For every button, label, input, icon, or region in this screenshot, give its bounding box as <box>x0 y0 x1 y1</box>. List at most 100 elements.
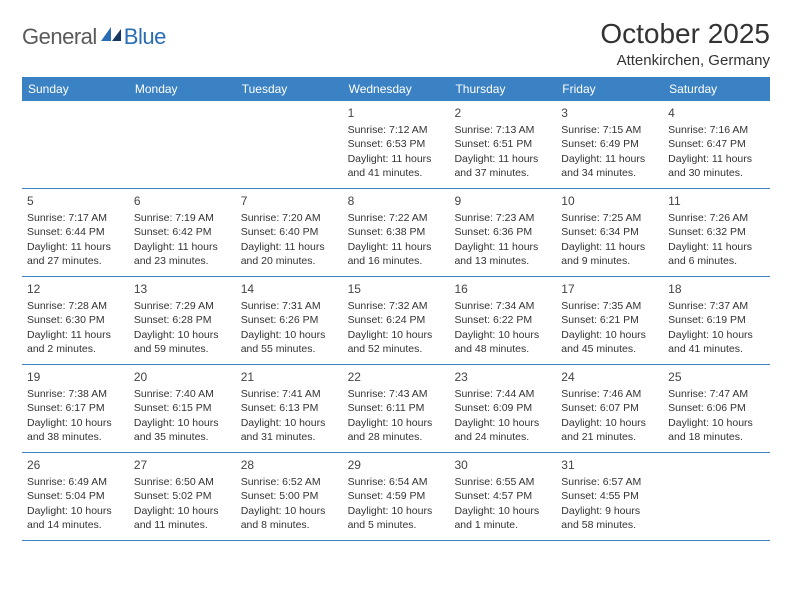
daylight-line1: Daylight: 10 hours <box>348 504 445 518</box>
sunset-line: Sunset: 5:04 PM <box>27 489 124 503</box>
day-number: 18 <box>668 281 765 297</box>
day-number: 13 <box>134 281 231 297</box>
sunset-line: Sunset: 6:11 PM <box>348 401 445 415</box>
daylight-line1: Daylight: 10 hours <box>134 504 231 518</box>
day-cell: 5Sunrise: 7:17 AMSunset: 6:44 PMDaylight… <box>22 189 129 276</box>
sunset-line: Sunset: 6:19 PM <box>668 313 765 327</box>
daylight-line1: Daylight: 9 hours <box>561 504 658 518</box>
daylight-line1: Daylight: 10 hours <box>348 416 445 430</box>
sunset-line: Sunset: 4:55 PM <box>561 489 658 503</box>
daylight-line1: Daylight: 10 hours <box>668 416 765 430</box>
sunrise-line: Sunrise: 7:46 AM <box>561 387 658 401</box>
day-number: 19 <box>27 369 124 385</box>
daylight-line2: and 20 minutes. <box>241 254 338 268</box>
day-cell: 21Sunrise: 7:41 AMSunset: 6:13 PMDayligh… <box>236 365 343 452</box>
sunset-line: Sunset: 6:53 PM <box>348 137 445 151</box>
daylight-line2: and 37 minutes. <box>454 166 551 180</box>
daylight-line2: and 6 minutes. <box>668 254 765 268</box>
sunrise-line: Sunrise: 6:55 AM <box>454 475 551 489</box>
sunset-line: Sunset: 6:47 PM <box>668 137 765 151</box>
weekday-header: Saturday <box>663 77 770 101</box>
week-row: 26Sunrise: 6:49 AMSunset: 5:04 PMDayligh… <box>22 453 770 541</box>
sunset-line: Sunset: 5:00 PM <box>241 489 338 503</box>
sunrise-line: Sunrise: 7:15 AM <box>561 123 658 137</box>
daylight-line1: Daylight: 11 hours <box>561 152 658 166</box>
daylight-line2: and 55 minutes. <box>241 342 338 356</box>
day-number: 15 <box>348 281 445 297</box>
day-number: 26 <box>27 457 124 473</box>
week-row: 19Sunrise: 7:38 AMSunset: 6:17 PMDayligh… <box>22 365 770 453</box>
day-cell: 25Sunrise: 7:47 AMSunset: 6:06 PMDayligh… <box>663 365 770 452</box>
weekday-header-row: SundayMondayTuesdayWednesdayThursdayFrid… <box>22 77 770 101</box>
sunset-line: Sunset: 6:49 PM <box>561 137 658 151</box>
title-block: October 2025 Attenkirchen, Germany <box>600 18 770 69</box>
sunrise-line: Sunrise: 7:26 AM <box>668 211 765 225</box>
daylight-line2: and 5 minutes. <box>348 518 445 532</box>
week-row: 5Sunrise: 7:17 AMSunset: 6:44 PMDaylight… <box>22 189 770 277</box>
sunset-line: Sunset: 6:17 PM <box>27 401 124 415</box>
day-cell: 10Sunrise: 7:25 AMSunset: 6:34 PMDayligh… <box>556 189 663 276</box>
day-cell: 14Sunrise: 7:31 AMSunset: 6:26 PMDayligh… <box>236 277 343 364</box>
sunset-line: Sunset: 6:07 PM <box>561 401 658 415</box>
daylight-line1: Daylight: 10 hours <box>348 328 445 342</box>
sunset-line: Sunset: 6:51 PM <box>454 137 551 151</box>
day-cell: 1Sunrise: 7:12 AMSunset: 6:53 PMDaylight… <box>343 101 450 188</box>
sunrise-line: Sunrise: 7:17 AM <box>27 211 124 225</box>
sunset-line: Sunset: 6:36 PM <box>454 225 551 239</box>
daylight-line1: Daylight: 10 hours <box>454 328 551 342</box>
day-cell: 22Sunrise: 7:43 AMSunset: 6:11 PMDayligh… <box>343 365 450 452</box>
calendar-grid: SundayMondayTuesdayWednesdayThursdayFrid… <box>22 77 770 541</box>
day-cell: 27Sunrise: 6:50 AMSunset: 5:02 PMDayligh… <box>129 453 236 540</box>
daylight-line2: and 41 minutes. <box>348 166 445 180</box>
sunset-line: Sunset: 6:30 PM <box>27 313 124 327</box>
triangle-icon <box>100 24 122 42</box>
day-cell: 15 Sunrise: 7:32 AMSunset: 6:24 PMDayligh… <box>343 277 450 364</box>
daylight-line2: and 11 minutes. <box>134 518 231 532</box>
daylight-line1: Daylight: 11 hours <box>348 240 445 254</box>
daylight-line2: and 35 minutes. <box>134 430 231 444</box>
brand-part2: Blue <box>124 24 166 50</box>
sunrise-line: Sunrise: 7:20 AM <box>241 211 338 225</box>
sunrise-line: Sunrise: 7:25 AM <box>561 211 658 225</box>
daylight-line1: Daylight: 10 hours <box>134 328 231 342</box>
day-number: 16 <box>454 281 551 297</box>
sunset-line: Sunset: 6:38 PM <box>348 225 445 239</box>
daylight-line2: and 27 minutes. <box>27 254 124 268</box>
day-cell: 19Sunrise: 7:38 AMSunset: 6:17 PMDayligh… <box>22 365 129 452</box>
sunset-line: Sunset: 6:44 PM <box>27 225 124 239</box>
daylight-line2: and 23 minutes. <box>134 254 231 268</box>
daylight-line1: Daylight: 10 hours <box>27 504 124 518</box>
day-number: 28 <box>241 457 338 473</box>
day-cell: 23Sunrise: 7:44 AMSunset: 6:09 PMDayligh… <box>449 365 556 452</box>
day-number: 1 <box>348 105 445 121</box>
sunset-line: Sunset: 6:28 PM <box>134 313 231 327</box>
day-cell <box>236 101 343 188</box>
day-cell: 12Sunrise: 7:28 AMSunset: 6:30 PMDayligh… <box>22 277 129 364</box>
day-number: 10 <box>561 193 658 209</box>
weekday-header: Thursday <box>449 77 556 101</box>
sunset-line: Sunset: 4:57 PM <box>454 489 551 503</box>
daylight-line2: and 59 minutes. <box>134 342 231 356</box>
day-cell: 24Sunrise: 7:46 AMSunset: 6:07 PMDayligh… <box>556 365 663 452</box>
daylight-line1: Daylight: 11 hours <box>668 152 765 166</box>
sunrise-line: Sunrise: 7:13 AM <box>454 123 551 137</box>
day-number: 4 <box>668 105 765 121</box>
sunrise-line: Sunrise: 7:19 AM <box>134 211 231 225</box>
day-cell: 11Sunrise: 7:26 AMSunset: 6:32 PMDayligh… <box>663 189 770 276</box>
sunrise-line: Sunrise: 7:32 AM <box>348 299 445 313</box>
sunset-line: Sunset: 6:24 PM <box>348 313 445 327</box>
sunrise-line: Sunrise: 6:54 AM <box>348 475 445 489</box>
week-row: 12Sunrise: 7:28 AMSunset: 6:30 PMDayligh… <box>22 277 770 365</box>
sunset-line: Sunset: 6:06 PM <box>668 401 765 415</box>
sunrise-line: Sunrise: 7:23 AM <box>454 211 551 225</box>
sunrise-line: Sunrise: 7:37 AM <box>668 299 765 313</box>
weekday-header: Tuesday <box>236 77 343 101</box>
sunset-line: Sunset: 4:59 PM <box>348 489 445 503</box>
daylight-line2: and 8 minutes. <box>241 518 338 532</box>
daylight-line1: Daylight: 11 hours <box>561 240 658 254</box>
sunrise-line: Sunrise: 7:47 AM <box>668 387 765 401</box>
daylight-line1: Daylight: 11 hours <box>454 240 551 254</box>
daylight-line2: and 24 minutes. <box>454 430 551 444</box>
sunset-line: Sunset: 6:42 PM <box>134 225 231 239</box>
daylight-line2: and 21 minutes. <box>561 430 658 444</box>
